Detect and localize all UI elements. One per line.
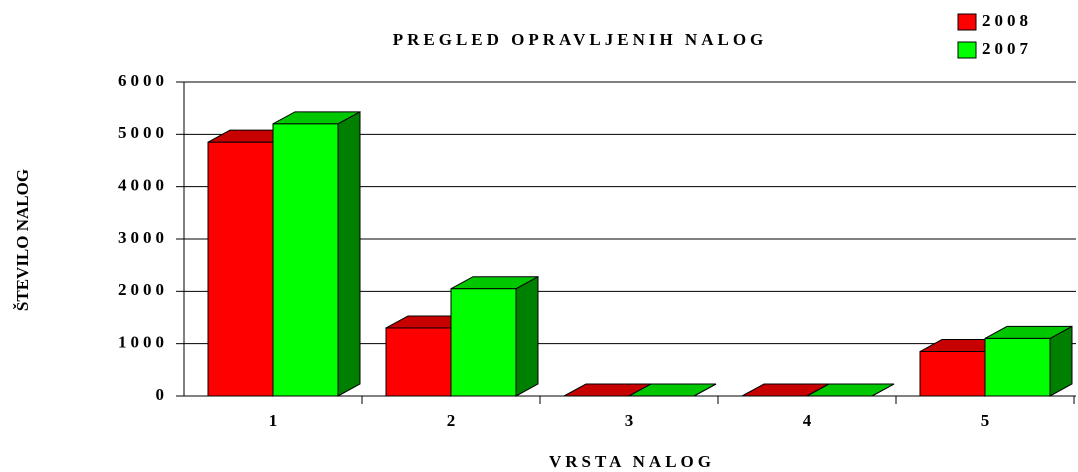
x-tick-label: 4 [803, 411, 812, 430]
x-tick-label: 2 [447, 411, 456, 430]
y-tick-label: 6000 [118, 71, 168, 90]
bar [984, 337, 1051, 397]
y-tick-label: 2000 [118, 280, 168, 299]
y-tick-label: 4000 [118, 176, 168, 195]
x-tick-label: 3 [625, 411, 634, 430]
chart-title: PREGLED OPRAVLJENIH NALOG [393, 30, 768, 49]
bar [207, 141, 274, 397]
y-tick-label: 5000 [118, 123, 168, 142]
x-axis-label: VRSTA NALOG [549, 452, 715, 471]
legend-swatch [957, 13, 977, 31]
legend-label: 2007 [982, 39, 1032, 58]
bar [450, 288, 517, 397]
y-tick-label: 3000 [118, 228, 168, 247]
y-tick-label: 1000 [118, 333, 168, 352]
legend-swatch [957, 41, 977, 59]
bar-side [515, 275, 539, 397]
x-tick-label: 1 [269, 411, 278, 430]
y-tick-label: 0 [156, 385, 169, 404]
bar-side [337, 111, 361, 397]
x-tick-label: 5 [981, 411, 990, 430]
bar [272, 123, 339, 397]
bar [919, 351, 986, 397]
bar [385, 327, 452, 397]
legend-label: 2008 [982, 11, 1032, 30]
y-axis-label: ŠTEVILO NALOG [13, 169, 32, 311]
